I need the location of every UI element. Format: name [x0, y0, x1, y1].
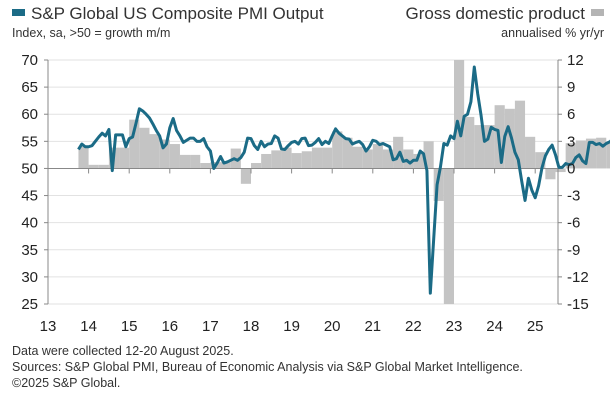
x-tick-label: 13 — [40, 318, 57, 335]
gdp-bar — [504, 108, 515, 169]
gdp-bar — [525, 136, 536, 169]
axes — [44, 59, 562, 305]
right-tick-label: 9 — [567, 79, 575, 96]
x-tick-label: 16 — [161, 318, 178, 335]
right-tick-label: 3 — [567, 133, 575, 150]
x-tick-label: 17 — [202, 318, 219, 335]
gdp-bar — [555, 168, 566, 173]
gdp-bar — [78, 146, 89, 169]
footer-collection-note: Data were collected 12-20 August 2025. — [12, 344, 234, 358]
right-tick-label: -9 — [567, 242, 580, 259]
gdp-bar — [200, 163, 211, 169]
gdp-bar — [352, 146, 363, 169]
gdp-bar — [585, 138, 597, 169]
gdp-bar — [240, 168, 251, 184]
gdp-bar — [575, 140, 586, 169]
gdp-bar — [220, 162, 231, 169]
x-tick-label: 14 — [80, 318, 97, 335]
footer-copyright: ©2025 S&P Global. — [12, 376, 121, 390]
gdp-bar — [423, 141, 434, 169]
gdp-bar — [149, 134, 160, 169]
gdp-bar — [281, 147, 292, 169]
legend-pmi-label: S&P Global US Composite PMI Output — [31, 4, 324, 23]
gdp-bar — [332, 131, 343, 169]
x-tick-label: 20 — [324, 318, 341, 335]
tick-labels: 70656055504540353025129630-3-6-9-12-1513… — [21, 52, 588, 335]
gdp-bar — [88, 164, 99, 169]
right-tick-label: 12 — [567, 52, 584, 69]
left-tick-label: 45 — [21, 188, 38, 205]
gdp-bar — [159, 139, 170, 169]
right-tick-label: -15 — [567, 296, 589, 313]
right-tick-label: -3 — [567, 188, 580, 205]
x-tick-label: 15 — [121, 318, 138, 335]
gdp-bar — [372, 144, 383, 169]
gdp-bar — [291, 153, 302, 169]
gdp-bar — [443, 168, 454, 304]
gridlines — [48, 59, 558, 305]
gdp-bar — [169, 144, 180, 169]
gdp-bar — [119, 147, 130, 169]
gdp-bar — [342, 137, 353, 169]
pmi-swatch — [12, 9, 25, 17]
left-tick-label: 70 — [21, 52, 38, 69]
gdp-bar — [403, 149, 414, 169]
gdp-bar — [301, 151, 312, 169]
gdp-bar — [179, 154, 191, 169]
legend-gdp: Gross domestic product — [405, 4, 604, 24]
gdp-bar — [454, 60, 465, 169]
gdp-bar — [514, 100, 526, 169]
left-tick-label: 30 — [21, 269, 38, 286]
left-tick-label: 60 — [21, 106, 38, 123]
right-axis-subtitle: annualised % yr/yr — [501, 26, 604, 40]
x-tick-label: 19 — [283, 318, 300, 335]
gdp-bar — [606, 141, 610, 169]
gdp-swatch — [591, 9, 604, 17]
x-tick-label: 22 — [405, 318, 422, 335]
gdp-bar — [484, 125, 495, 169]
left-tick-label: 50 — [21, 160, 38, 177]
gdp-bar — [98, 164, 109, 169]
x-tick-label: 21 — [364, 318, 381, 335]
gdp-bar — [129, 119, 140, 169]
right-tick-label: 6 — [567, 106, 575, 123]
gdp-bar — [271, 150, 282, 169]
gdp-bar — [433, 168, 444, 201]
gdp-bar — [251, 163, 262, 169]
left-tick-label: 35 — [21, 242, 38, 259]
x-tick-label: 24 — [486, 318, 503, 335]
gdp-bar — [474, 125, 485, 169]
legend-gdp-label: Gross domestic product — [405, 4, 585, 23]
left-tick-label: 65 — [21, 79, 38, 96]
right-tick-label: 0 — [567, 160, 575, 177]
legend-pmi: S&P Global US Composite PMI Output — [12, 4, 324, 24]
gdp-bar — [190, 154, 201, 169]
left-axis-subtitle: Index, sa, >50 = growth m/m — [12, 26, 171, 40]
gdp-bar — [545, 168, 556, 180]
gdp-bar — [565, 143, 576, 169]
footer-sources: Sources: S&P Global PMI, Bureau of Econo… — [12, 360, 523, 374]
gdp-bar — [596, 137, 607, 169]
x-tick-label: 18 — [243, 318, 260, 335]
footer: Data were collected 12-20 August 2025. S… — [12, 343, 523, 391]
pmi-line — [77, 65, 610, 295]
gdp-bar — [464, 116, 475, 169]
gdp-bar — [261, 153, 272, 169]
right-tick-label: -6 — [567, 215, 580, 232]
gdp-bar — [139, 127, 150, 169]
gdp-bar — [382, 149, 394, 169]
gdp-bar — [311, 147, 323, 169]
gdp-bar — [413, 153, 424, 169]
gdp-bar — [362, 149, 373, 169]
left-tick-label: 25 — [21, 296, 38, 313]
gdp-bar — [535, 152, 546, 169]
right-tick-label: -12 — [567, 269, 589, 286]
left-tick-label: 55 — [21, 133, 38, 150]
gdp-bar — [322, 147, 333, 169]
x-tick-label: 23 — [446, 318, 463, 335]
x-tick-label: 25 — [527, 318, 544, 335]
left-tick-label: 40 — [21, 215, 38, 232]
pmi-line-group — [77, 65, 610, 295]
